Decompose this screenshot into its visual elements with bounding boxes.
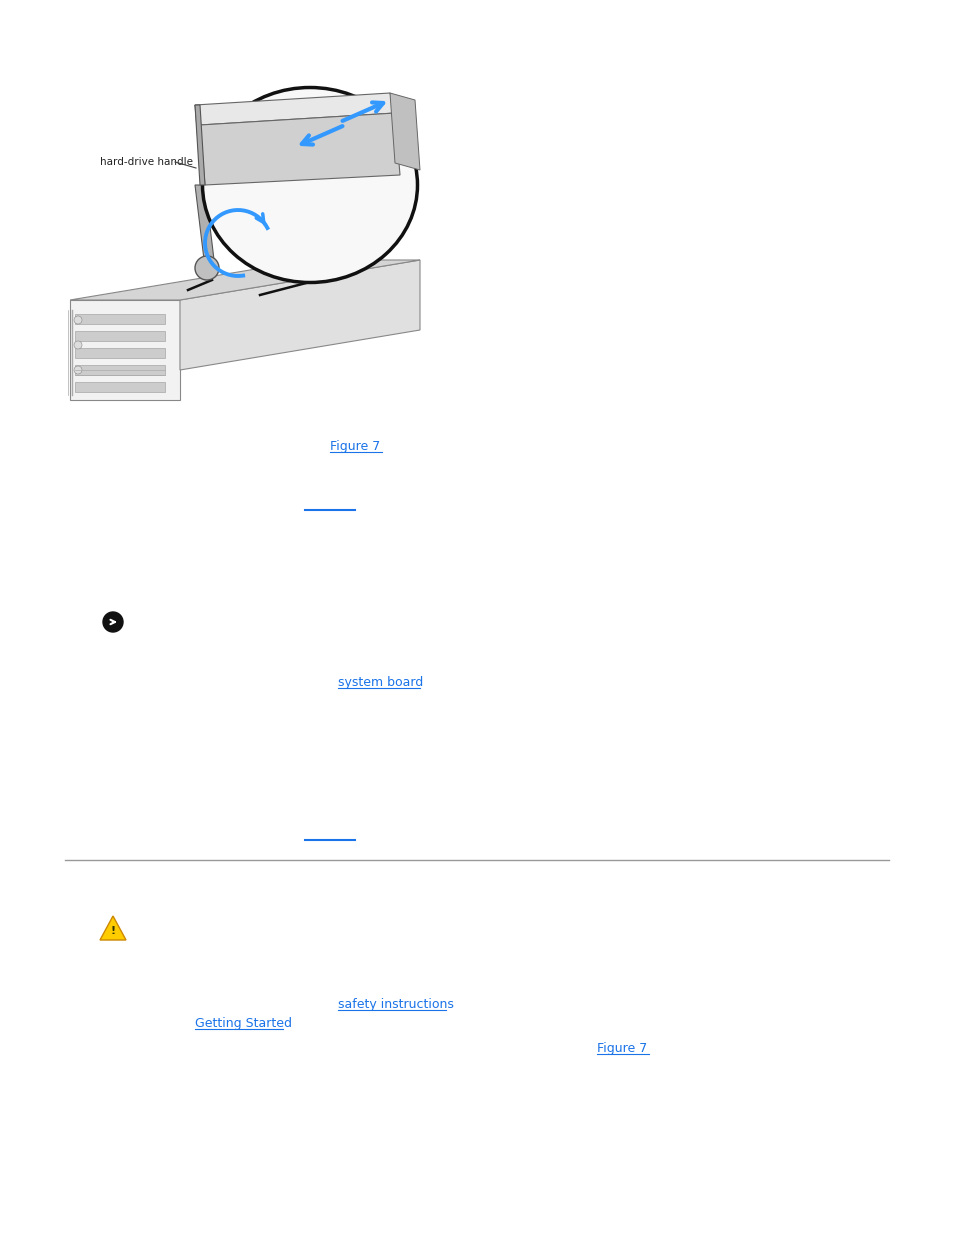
Bar: [75, 348, 165, 358]
Polygon shape: [70, 300, 180, 400]
Ellipse shape: [202, 88, 417, 283]
Polygon shape: [194, 105, 205, 185]
Bar: [75, 382, 165, 391]
Circle shape: [74, 316, 82, 324]
Polygon shape: [200, 112, 399, 185]
Text: Getting Started: Getting Started: [194, 1016, 292, 1030]
Circle shape: [74, 366, 82, 374]
Circle shape: [74, 341, 82, 350]
Bar: [75, 366, 165, 375]
Polygon shape: [100, 916, 126, 940]
Text: Figure 7: Figure 7: [330, 440, 380, 453]
Text: Figure 7: Figure 7: [597, 1042, 646, 1055]
Polygon shape: [180, 261, 419, 370]
Text: hard-drive handle: hard-drive handle: [100, 157, 193, 167]
Bar: [75, 314, 165, 324]
Bar: [75, 331, 165, 341]
Circle shape: [194, 256, 219, 280]
Polygon shape: [194, 105, 205, 185]
Text: !: !: [111, 926, 115, 936]
Text: safety instructions: safety instructions: [337, 998, 454, 1011]
Polygon shape: [70, 261, 419, 300]
Polygon shape: [194, 93, 395, 125]
Text: system board: system board: [337, 676, 423, 689]
Circle shape: [103, 613, 123, 632]
Polygon shape: [390, 93, 419, 170]
Polygon shape: [194, 185, 214, 268]
